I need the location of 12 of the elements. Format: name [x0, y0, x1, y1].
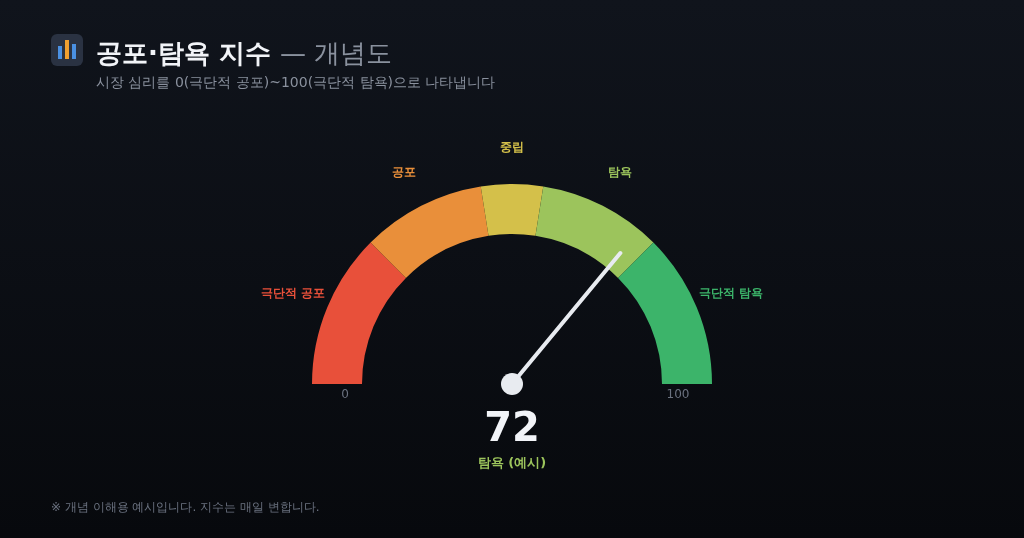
slice-label: 중립: [500, 139, 524, 154]
text: ※ 개념 이해용 예시입니다. 지수는 매일 변합니다.: [51, 500, 320, 514]
chart-title: 공포·탐욕 지수 — 개념도: [96, 38, 393, 68]
text: 72: [484, 404, 540, 450]
slice-label: 탐욕: [607, 165, 632, 180]
chart-subtitle: 시장 심리를 0(극단적 공포)~100(극단적 탐욕)으로 나타냅니다: [96, 74, 496, 90]
slice-label: 공포: [392, 165, 417, 180]
text: 100: [666, 387, 690, 401]
slice-label: 극단적 탐욕: [698, 285, 764, 300]
text: 0: [341, 387, 349, 401]
text: 탐욕 (예시): [477, 455, 547, 470]
slice-label: 극단적 공포: [260, 285, 326, 300]
